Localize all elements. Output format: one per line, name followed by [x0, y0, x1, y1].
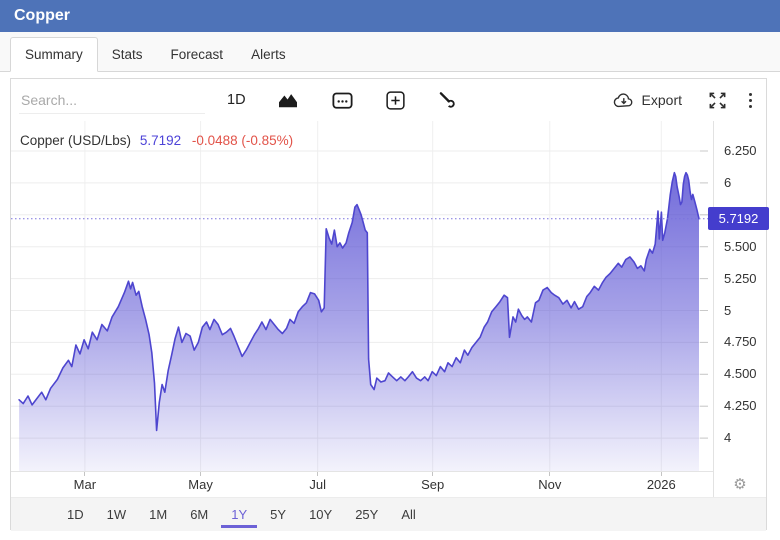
interval-dropdown[interactable]: 1D [227, 92, 246, 108]
chart-toolbar: 1D [11, 79, 766, 121]
calendar-icon[interactable] [332, 91, 353, 110]
range-button-1w[interactable]: 1W [106, 506, 127, 522]
x-axis-tick [200, 472, 202, 476]
area-chart-icon[interactable] [277, 91, 299, 109]
x-axis-tick [317, 472, 319, 476]
kebab-menu-icon[interactable] [749, 92, 752, 108]
y-axis: 5.7192 6.250 6 5.500 5.250 5 4.750 4.500 4.250 4 [708, 121, 769, 471]
x-axis-label-2026: 2026 [646, 477, 676, 492]
x-axis-tick [660, 472, 662, 476]
tools-icon[interactable] [438, 91, 456, 109]
range-button-10y[interactable]: 10Y [309, 506, 333, 522]
widget-header: Copper [0, 0, 780, 32]
y-axis-label-5: 5 [724, 302, 732, 318]
tab-forecast[interactable]: Forecast [170, 47, 224, 62]
fullscreen-icon[interactable] [708, 91, 727, 110]
y-axis-label-4: 4 [724, 430, 732, 446]
x-axis-label-nov: Nov [538, 477, 562, 492]
range-selector: 1D 1W 1M 6M 1Y 5Y 10Y 25Y All [11, 497, 766, 531]
range-button-1m[interactable]: 1M [149, 506, 168, 522]
tab-stats[interactable]: Stats [111, 47, 143, 62]
axis-corner: ⚙ [713, 471, 766, 497]
price-chart[interactable] [11, 121, 708, 471]
export-cloud-icon [612, 92, 636, 109]
legend-change: -0.0488 (-0.85%) [191, 133, 294, 148]
page-title: Copper [14, 7, 70, 24]
y-axis-label-4.250: 4.250 [724, 398, 757, 414]
x-axis-tick [84, 472, 86, 476]
current-price-badge: 5.7192 [708, 207, 769, 231]
y-axis-label-5.250: 5.250 [724, 270, 757, 286]
tab-alerts[interactable]: Alerts [251, 47, 286, 62]
search-input[interactable] [19, 86, 205, 114]
x-axis-label-may: May [188, 477, 213, 492]
y-axis-label-6.250: 6.250 [724, 143, 757, 158]
y-axis-label-4.750: 4.750 [724, 334, 757, 350]
range-button-all[interactable]: All [401, 506, 416, 522]
range-button-25y[interactable]: 25Y [355, 506, 379, 522]
export-button[interactable]: Export [612, 92, 682, 109]
x-axis-label-mar: Mar [73, 477, 97, 492]
y-axis-label-4.500: 4.500 [724, 366, 757, 382]
range-button-1y[interactable]: 1Y [221, 502, 258, 528]
range-button-5y[interactable]: 5Y [270, 506, 287, 522]
chart-card: 1D [10, 78, 769, 531]
settings-gear-icon[interactable]: ⚙ [733, 475, 747, 493]
chart-legend: Copper (USD/Lbs) 5.7192 -0.0488 (-0.85%) [20, 133, 293, 148]
x-axis-tick [549, 472, 551, 476]
x-axis-label-sep: Sep [421, 477, 445, 492]
tab-bar: Summary Stats Forecast Alerts [0, 32, 780, 72]
x-axis-tick [432, 472, 434, 476]
legend-series-label: Copper (USD/Lbs) [20, 133, 132, 148]
tab-summary[interactable]: Summary [10, 37, 98, 72]
legend-price: 5.7192 [139, 133, 182, 148]
y-axis-label-5.500: 5.500 [724, 238, 757, 254]
x-axis: Mar May Jul Sep Nov 2026 [11, 471, 713, 497]
add-indicator-icon[interactable] [385, 90, 405, 110]
range-button-1d[interactable]: 1D [67, 506, 84, 522]
export-label: Export [641, 92, 682, 108]
range-button-6m[interactable]: 6M [190, 506, 209, 522]
chart-tools [277, 90, 456, 110]
y-axis-label-6: 6 [724, 174, 732, 190]
x-axis-label-jul: Jul [309, 477, 326, 492]
